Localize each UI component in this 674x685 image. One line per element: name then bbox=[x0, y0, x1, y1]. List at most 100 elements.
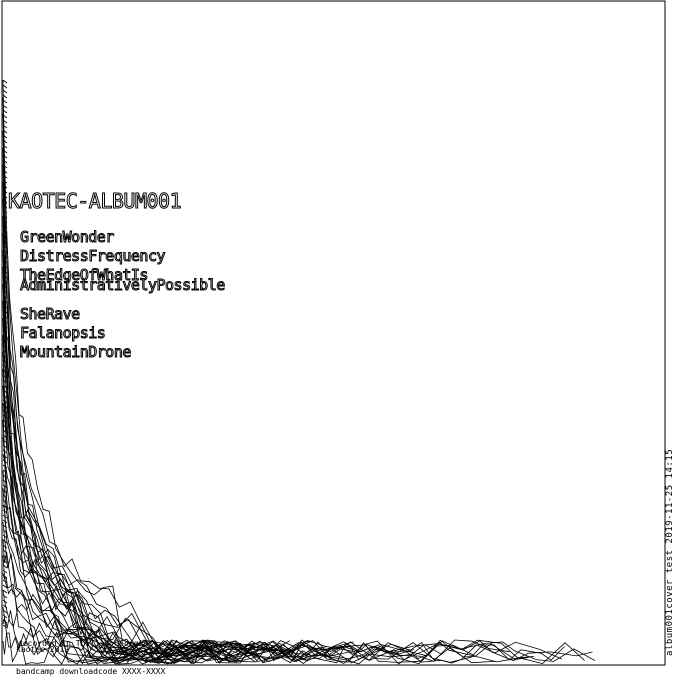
tick-mark bbox=[2, 584, 8, 589]
tick-mark bbox=[2, 274, 8, 279]
tick-mark bbox=[2, 454, 8, 459]
tick-mark bbox=[2, 149, 8, 154]
tick-mark bbox=[2, 424, 8, 429]
tick-mark bbox=[2, 394, 8, 399]
tick-mark bbox=[2, 389, 8, 394]
tick-mark bbox=[2, 559, 8, 564]
tick-mark bbox=[2, 319, 8, 324]
tick-mark bbox=[2, 509, 8, 514]
tick-mark bbox=[2, 374, 8, 379]
tick-mark bbox=[2, 354, 8, 359]
label-year: kaotec 2019 bbox=[16, 645, 69, 654]
tick-mark bbox=[2, 94, 8, 99]
tick-mark bbox=[2, 369, 8, 374]
tick-mark bbox=[2, 344, 8, 349]
tick-mark bbox=[2, 384, 8, 389]
tick-mark bbox=[2, 124, 8, 129]
tick-mark bbox=[2, 199, 8, 204]
tick-mark bbox=[2, 334, 8, 339]
tick-mark bbox=[2, 404, 8, 409]
tick-mark bbox=[2, 224, 8, 229]
tick-mark bbox=[2, 164, 8, 169]
tick-mark bbox=[2, 609, 8, 614]
tick-mark bbox=[2, 414, 8, 419]
tick-mark bbox=[2, 99, 8, 104]
cover-border bbox=[1, 0, 666, 666]
wave-line bbox=[2, 589, 529, 664]
tick-mark bbox=[2, 279, 8, 284]
track-7: MountainDrone bbox=[20, 343, 132, 361]
tick-mark bbox=[2, 294, 8, 299]
tick-mark bbox=[2, 234, 8, 239]
tick-mark bbox=[2, 599, 8, 604]
tick-mark bbox=[2, 154, 8, 159]
tick-mark bbox=[2, 459, 8, 464]
wave-line bbox=[2, 470, 510, 664]
tick-mark bbox=[2, 444, 8, 449]
wave-line bbox=[2, 487, 593, 664]
tick-mark bbox=[2, 619, 8, 624]
track-5: SheRave bbox=[20, 305, 81, 323]
tick-mark bbox=[2, 569, 8, 574]
wave-line bbox=[2, 317, 214, 661]
tick-mark bbox=[2, 299, 8, 304]
tick-mark bbox=[2, 429, 8, 434]
wave-line bbox=[2, 334, 290, 665]
wave-line bbox=[2, 402, 328, 663]
wave-line bbox=[2, 147, 260, 663]
tick-mark bbox=[2, 589, 8, 594]
tick-mark bbox=[2, 204, 8, 209]
tick-mark bbox=[2, 194, 8, 199]
tick-mark bbox=[2, 434, 8, 439]
tick-mark bbox=[2, 254, 8, 259]
tick-mark bbox=[2, 269, 8, 274]
tick-mark bbox=[2, 264, 8, 269]
tick-mark bbox=[2, 139, 8, 144]
tick-mark bbox=[2, 564, 8, 569]
wave-line bbox=[2, 96, 255, 657]
tick-mark bbox=[2, 184, 8, 189]
tick-mark bbox=[2, 104, 8, 109]
tick-mark bbox=[2, 119, 8, 124]
tick-mark bbox=[2, 579, 8, 584]
tick-mark bbox=[2, 449, 8, 454]
tick-mark bbox=[2, 399, 8, 404]
tick-mark bbox=[2, 499, 8, 504]
tick-mark bbox=[2, 309, 8, 314]
tick-mark bbox=[2, 614, 8, 619]
tick-mark bbox=[2, 244, 8, 249]
tick-mark bbox=[2, 289, 8, 294]
tick-mark bbox=[2, 519, 8, 524]
tick-mark bbox=[2, 534, 8, 539]
tick-mark bbox=[2, 479, 8, 484]
tick-mark bbox=[2, 484, 8, 489]
wave-line bbox=[2, 555, 495, 665]
tick-mark bbox=[2, 549, 8, 554]
tick-mark bbox=[2, 554, 8, 559]
wave-line bbox=[2, 351, 331, 662]
track-6: Falanopsis bbox=[19, 324, 106, 342]
tick-mark bbox=[2, 364, 8, 369]
tick-mark bbox=[2, 524, 8, 529]
download-code: bandcamp downloadcode XXXX-XXXX bbox=[16, 667, 166, 676]
tick-mark bbox=[2, 109, 8, 114]
tick-mark bbox=[2, 349, 8, 354]
side-caption: album001cover test 2019-11-25 14:15 bbox=[665, 448, 674, 656]
wave-line bbox=[2, 368, 255, 663]
tick-mark bbox=[2, 219, 8, 224]
track-3: TheEdgeOfWhatIs bbox=[20, 266, 149, 284]
tick-mark bbox=[2, 494, 8, 499]
tick-mark bbox=[2, 604, 8, 609]
tick-mark bbox=[2, 409, 8, 414]
tick-mark bbox=[2, 304, 8, 309]
tick-mark bbox=[2, 624, 8, 629]
tick-mark bbox=[2, 379, 8, 384]
tick-mark bbox=[2, 249, 8, 254]
tick-mark bbox=[2, 84, 8, 89]
wave-line bbox=[2, 198, 413, 664]
tick-mark bbox=[2, 284, 8, 289]
tick-mark bbox=[2, 514, 8, 519]
track-1: GreenWonder bbox=[20, 228, 115, 246]
tick-mark bbox=[2, 439, 8, 444]
